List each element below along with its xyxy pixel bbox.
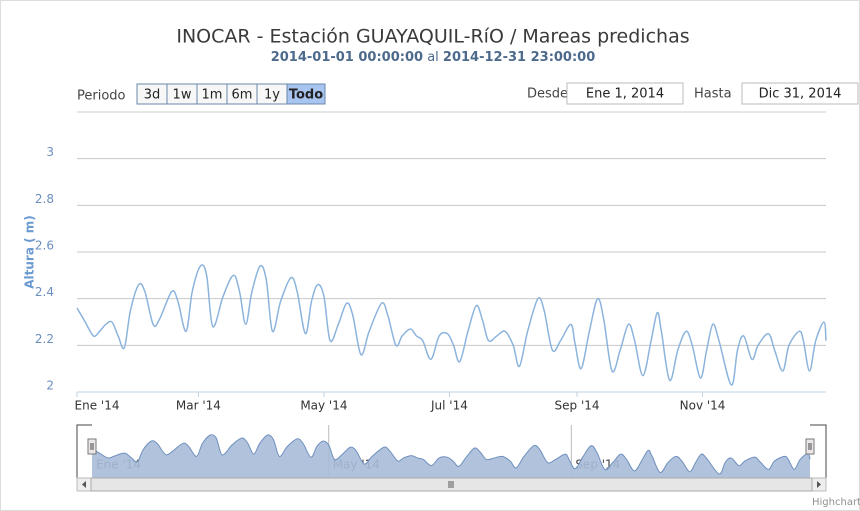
y-tick-label: 2: [46, 379, 54, 393]
to-value[interactable]: Dic 31, 2014: [759, 87, 842, 102]
y-tick-label: 2.8: [35, 192, 54, 206]
range-button-label[interactable]: 3d: [144, 88, 161, 103]
navigator-line: [91, 434, 811, 475]
x-tick-label: Nov '14: [680, 399, 726, 413]
y-tick-label: 2.6: [35, 239, 54, 253]
scrollbar-grip: [448, 481, 454, 488]
y-tick-label: 2.2: [35, 332, 54, 346]
navigator-handle-grip: [90, 443, 94, 450]
chart-title: INOCAR - Estación GUAYAQUIL-RíO / Mareas…: [176, 26, 689, 48]
scroll-right-arrow[interactable]: [817, 481, 821, 488]
x-tick-label: Jul '14: [430, 399, 468, 413]
from-label: Desde: [527, 87, 568, 102]
navigator-handle-grip: [808, 443, 812, 450]
navigator-handle[interactable]: [805, 438, 815, 455]
x-tick-label: May '14: [300, 399, 347, 413]
range-button-label[interactable]: Todo: [289, 88, 323, 103]
range-button-label[interactable]: 6m: [232, 88, 253, 103]
to-input[interactable]: [741, 82, 859, 105]
to-label: Hasta: [694, 87, 732, 102]
chart-subtitle: 2014-01-01 00:00:00 al 2014-12-31 23:00:…: [271, 50, 596, 65]
range-button[interactable]: [286, 83, 326, 105]
credits: Highcharts.com: [812, 497, 860, 508]
y-tick-label: 2.4: [35, 285, 54, 299]
x-tick-label: Mar '14: [176, 399, 221, 413]
navigator-outline: [76, 424, 827, 478]
range-buttons: 3d 1w 1m 6m 1y Todo: [136, 83, 326, 105]
range-label: Periodo: [77, 89, 126, 104]
series-line: [76, 264, 827, 386]
from-value[interactable]: Ene 1, 2014: [586, 87, 664, 102]
scroll-left-arrow[interactable]: [82, 481, 86, 488]
subtitle-joiner: al: [427, 50, 439, 65]
x-tick-label: Sep '14: [555, 399, 600, 413]
subtitle-end: 2014-12-31 23:00:00: [443, 50, 595, 65]
navigator-handle[interactable]: [87, 438, 97, 455]
x-tick-label: Ene '14: [75, 399, 120, 413]
y-axis-title: Altura ( m): [23, 215, 37, 289]
range-button-label[interactable]: 1w: [173, 88, 192, 103]
range-button-label[interactable]: 1m: [202, 88, 223, 103]
from-input[interactable]: [566, 82, 684, 105]
y-tick-label: 3: [46, 145, 54, 159]
subtitle-start: 2014-01-01 00:00:00: [271, 50, 423, 65]
range-button-label[interactable]: 1y: [264, 88, 280, 103]
